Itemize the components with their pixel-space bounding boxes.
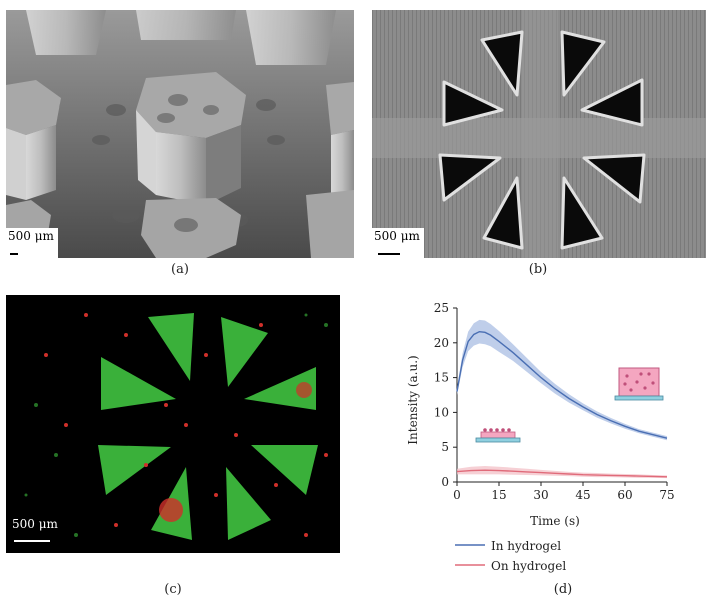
panel-c-fluorescence-image: 500 μm [6,295,340,553]
intensity-chart-svg: 0 15 30 45 60 75 0 5 10 15 20 25 In hydrogel On hyd… [406,301,675,573]
panel-b-sem-image: 500 μm [372,10,706,258]
panel-a-scalebar-label: 500 μm [8,229,54,243]
panel-d-chart: 0 15 30 45 60 75 0 5 10 15 20 25 In hydrogel On hyd… [395,290,695,585]
series-line-0 [456,330,668,439]
in-hydrogel-schematic-icon [614,367,664,401]
y-axis-label: Intensity (a.u.) [406,355,420,444]
sem-pillars-illustration [6,10,354,258]
panel-d-caption: (d) [553,582,573,597]
x-tick-label: 0 [453,488,461,502]
legend-on-hydrogel-label: On hydrogel [491,559,566,573]
panel-b-scalebar-label: 500 μm [374,229,420,243]
on-hydrogel-schematic-icon [475,428,521,443]
x-tick-label: 30 [533,488,548,502]
y-tick-label: 25 [434,301,449,315]
panel-a-caption: (a) [171,262,189,277]
series-line-1 [456,469,668,478]
fluorescence-illustration [14,313,328,542]
x-tick-label: 45 [575,488,590,502]
x-tick-label: 60 [617,488,632,502]
panel-a-sem-image: 500 μm [6,10,354,258]
sem-triangle-wells-illustration [372,10,706,258]
y-tick-label: 20 [434,336,449,350]
y-tick-label: 0 [441,475,449,489]
panel-c-caption: (c) [164,582,182,597]
x-tick-label: 15 [491,488,506,502]
y-tick-label: 10 [434,405,449,419]
legend-in-hydrogel-label: In hydrogel [491,539,561,553]
x-axis-label: Time (s) [530,514,580,528]
y-tick-label: 15 [434,371,449,385]
x-tick-label: 75 [659,488,674,502]
y-tick-label: 5 [441,440,449,454]
panel-c-scalebar-label: 500 μm [12,517,58,531]
panel-b-caption: (b) [528,262,548,277]
